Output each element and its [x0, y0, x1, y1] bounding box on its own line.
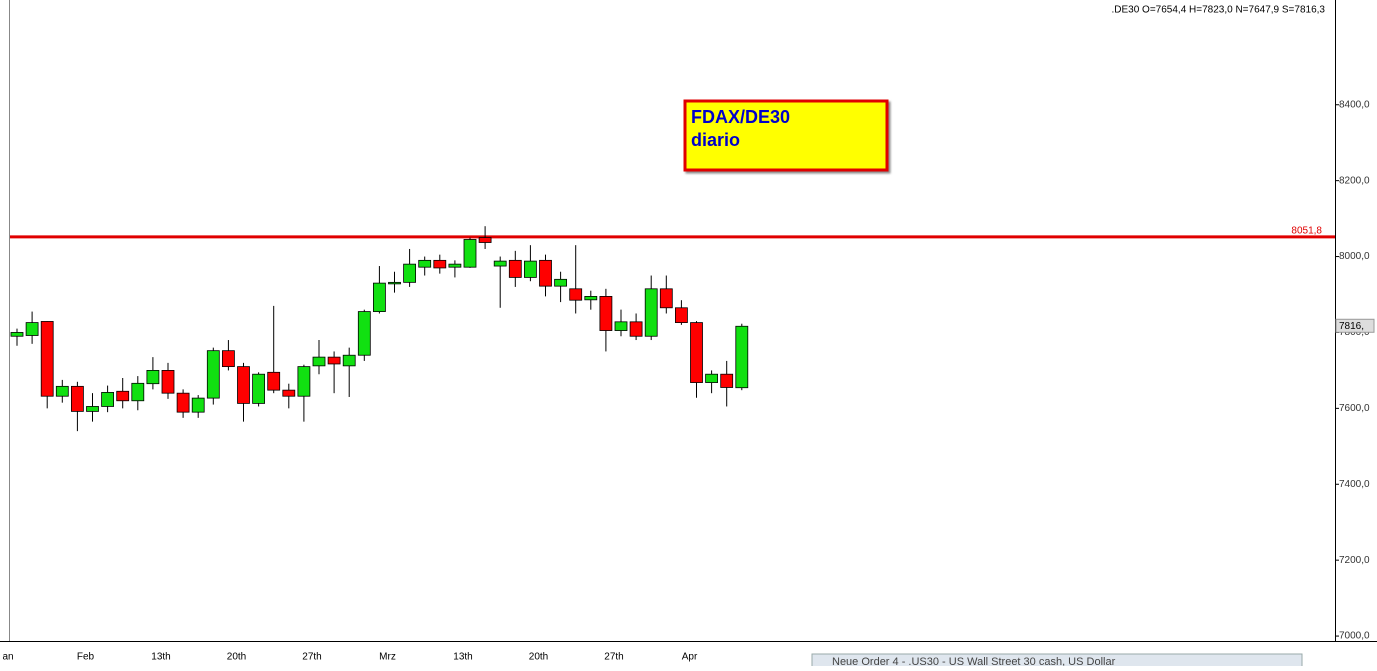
candle-body — [599, 296, 613, 331]
candle-body — [388, 281, 401, 285]
y-tick-label: 8400,0 — [1339, 99, 1370, 110]
candle-body — [282, 389, 296, 397]
annotation-subtitle: diario — [691, 130, 740, 150]
candle-body — [735, 325, 749, 389]
candle-body — [101, 392, 114, 407]
candle-body — [146, 370, 160, 385]
candle-body — [267, 371, 281, 391]
candle-body — [71, 385, 84, 412]
candle-body — [508, 259, 522, 278]
candle-body — [40, 321, 54, 397]
candle-body — [403, 263, 417, 283]
candle-body — [237, 366, 250, 404]
candle-body — [357, 311, 371, 356]
candle-body — [418, 259, 432, 268]
y-tick-label: 7000,0 — [1339, 631, 1370, 642]
candle-body — [524, 260, 537, 278]
x-tick-label: Mrz — [379, 652, 396, 663]
candle-body — [644, 288, 658, 337]
candle-body — [675, 307, 688, 323]
x-tick-label: 20th — [529, 652, 548, 663]
candle-body — [10, 332, 24, 337]
candle-body — [705, 373, 718, 383]
x-tick-label: 13th — [151, 652, 170, 663]
x-tick-label: 27th — [302, 652, 321, 663]
candle-body — [614, 321, 628, 331]
candle-body — [327, 356, 341, 365]
candle-body — [539, 259, 552, 287]
x-tick-label: an — [2, 652, 13, 663]
candle-body — [372, 282, 386, 312]
candle-body — [206, 350, 220, 399]
candle-body — [720, 373, 734, 388]
candle-body — [493, 260, 507, 267]
y-tick-label: 7400,0 — [1339, 479, 1370, 490]
annotation-box — [683, 99, 889, 172]
header: .DE30 O=7654,4 H=7823,0 N=7647,9 S=7816,… — [1111, 5, 1325, 16]
annotation-title: FDAX/DE30 — [691, 107, 790, 127]
y-tick-label: 8000,0 — [1339, 251, 1370, 262]
candle-body — [131, 382, 145, 402]
level-label: 8051,8 — [1291, 226, 1322, 237]
candle-body — [690, 322, 703, 383]
last-price-tag — [1335, 318, 1375, 333]
taskbar-title[interactable]: Neue Order 4 - .US30 - US Wall Street 30… — [832, 656, 1116, 668]
candle-body — [659, 288, 673, 309]
candle-body — [252, 373, 266, 404]
candle-body — [554, 278, 567, 287]
y-tick-label: 8200,0 — [1339, 175, 1370, 186]
candle-body — [312, 356, 326, 367]
x-tick-label: Apr — [682, 652, 698, 663]
candle-body — [629, 321, 643, 337]
y-tick-label: 7600,0 — [1339, 403, 1370, 414]
candle-body — [116, 390, 130, 402]
candle-body — [448, 263, 462, 268]
x-tick-label: 13th — [453, 652, 472, 663]
candle-body — [191, 397, 205, 413]
candle-body — [433, 259, 447, 269]
candle-body — [478, 237, 492, 243]
candle-body — [55, 385, 69, 397]
candle-body — [176, 392, 190, 413]
candle-body — [221, 350, 235, 368]
x-tick-label: 20th — [227, 652, 246, 663]
candle-body — [584, 296, 598, 301]
candle-body — [569, 288, 583, 301]
x-tick-label: 27th — [604, 652, 623, 663]
y-tick-label: 7200,0 — [1339, 555, 1370, 566]
candle-body — [161, 370, 175, 394]
candle-body — [463, 239, 477, 268]
candle-body — [25, 322, 39, 336]
x-tick-label: Feb — [77, 652, 95, 663]
candle-body — [86, 406, 99, 412]
last-price-label: 7816, — [1339, 321, 1364, 332]
candle-body — [297, 366, 311, 397]
candle-body — [342, 354, 356, 367]
